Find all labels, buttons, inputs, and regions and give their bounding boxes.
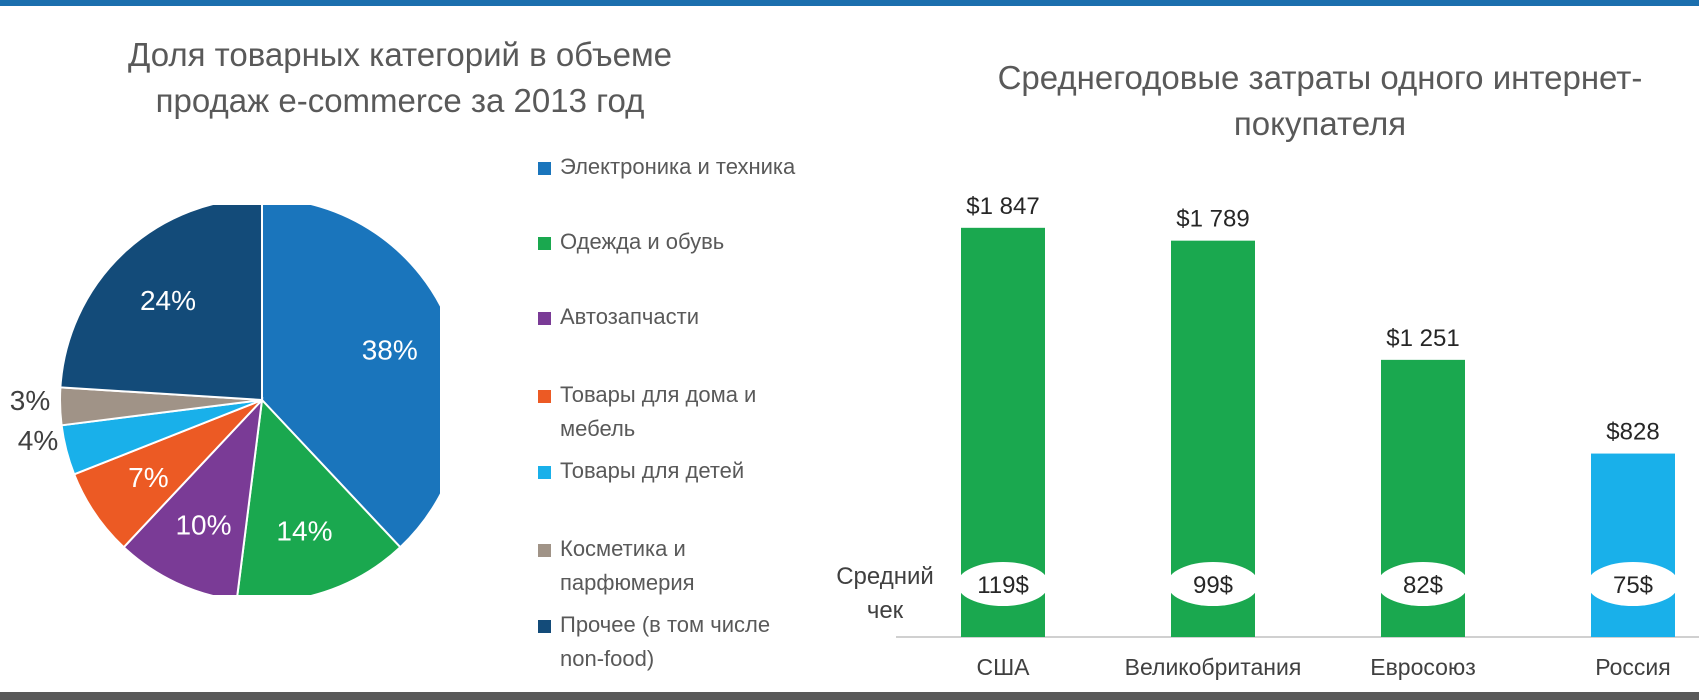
legend-label-6: Прочее (в том числе non-food)	[560, 612, 771, 671]
pie-slice-label-4: 4%	[18, 425, 58, 456]
bar-value-label-2: $1 251	[1386, 325, 1459, 352]
avg-check-oval-0	[957, 562, 1049, 606]
bar-category-label-0: США	[976, 654, 1030, 680]
avg-check-value-3: 75$	[1613, 572, 1653, 599]
legend-swatch-4	[538, 466, 551, 479]
avg-check-value-1: 99$	[1193, 572, 1233, 599]
legend-swatch-0	[538, 162, 551, 175]
pie-slice-label-5: 3%	[10, 385, 50, 416]
legend-swatch-2	[538, 312, 551, 325]
pie-chart-title: Доля товарных категорий в объеме продаж …	[127, 36, 673, 119]
legend-label-2: Автозапчасти	[560, 304, 699, 329]
legend-label-5: Косметика и парфюмерия	[560, 536, 695, 595]
legend-label-1: Одежда и обувь	[560, 229, 725, 254]
bar-chart: $1 847 119$ США $1 789 99$ Великобритания $1 2…	[896, 193, 1699, 680]
bar-3	[1591, 453, 1675, 637]
avg-check-oval-2	[1377, 562, 1469, 606]
legend-swatch-1	[538, 237, 551, 250]
pie-chart: 38% 14% 10%7% 4% 3% 24%	[10, 205, 440, 595]
avg-check-oval-1	[1167, 562, 1259, 606]
pie-slice-label-2: 10%	[175, 509, 231, 540]
legend-label-0: Электроника и техника	[560, 154, 796, 179]
pie-slice-6	[59, 205, 263, 402]
bar-value-label-1: $1 789	[1176, 206, 1249, 233]
bar-category-label-2: Евросоюз	[1370, 654, 1476, 680]
avg-check-label: Средний чек	[836, 563, 934, 624]
legend-label-4: Товары для детей	[560, 458, 745, 483]
legend-swatch-3	[538, 390, 551, 403]
avg-check-value-2: 82$	[1403, 572, 1443, 599]
pie-slice-1	[236, 397, 402, 595]
pie-slice-label-1: 14%	[276, 516, 332, 547]
bar-category-label-1: Великобритания	[1125, 654, 1302, 680]
pie-slice-label-0: 38%	[362, 334, 418, 365]
legend-swatch-6	[538, 620, 551, 633]
bar-value-label-3: $828	[1606, 419, 1659, 446]
bar-value-label-0: $1 847	[966, 193, 1039, 220]
pie-slice-2	[122, 397, 264, 595]
pie-slice-label-6: 24%	[140, 285, 196, 316]
pie-slice-label-3: 7%	[128, 462, 168, 493]
legend-label-3: Товары для дома и мебель	[560, 382, 757, 441]
pie-slice-0	[261, 205, 440, 549]
top-accent-bar	[0, 0, 1699, 6]
legend-swatch-5	[538, 544, 551, 557]
avg-check-oval-3	[1587, 562, 1679, 606]
bar-category-label-3: Россия	[1595, 654, 1670, 680]
bar-chart-title: Среднегодовые затраты одного интернет- п…	[997, 59, 1643, 142]
avg-check-value-0: 119$	[977, 572, 1029, 599]
bottom-accent-bar	[0, 692, 1699, 700]
